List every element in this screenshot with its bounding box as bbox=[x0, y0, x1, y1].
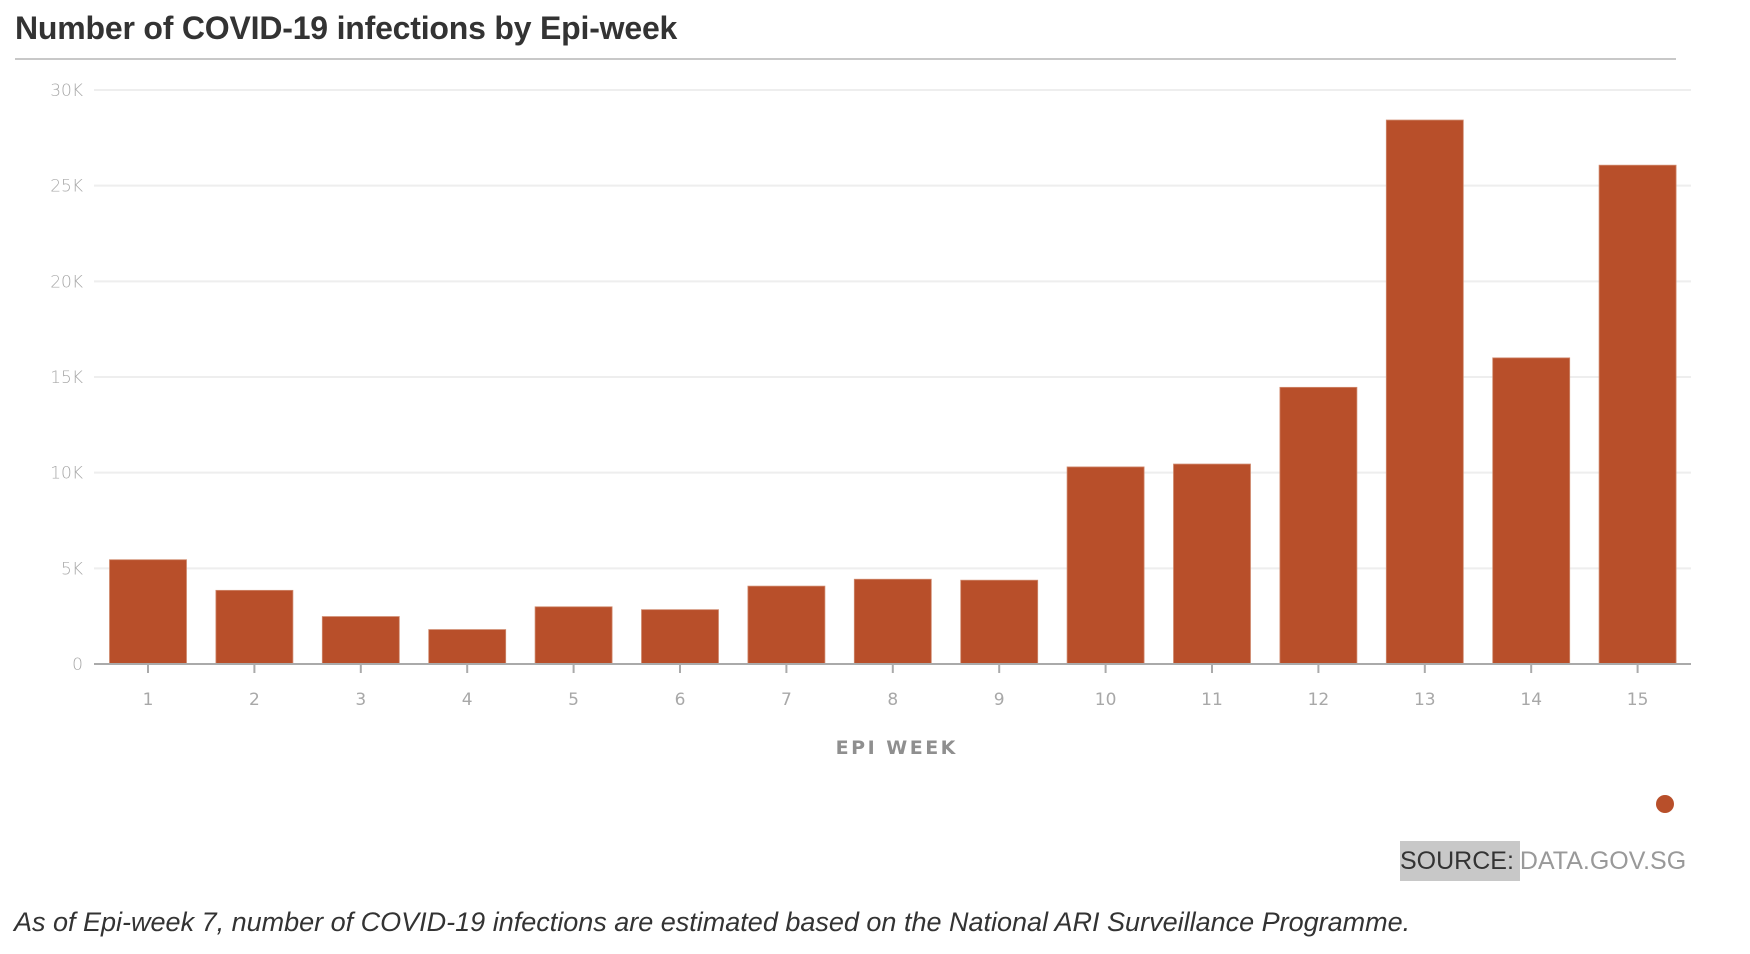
x-tick-label: 14 bbox=[1520, 690, 1542, 710]
y-tick-label: 30K bbox=[50, 81, 83, 101]
source-label: SOURCE: bbox=[1400, 841, 1520, 881]
bar bbox=[428, 629, 507, 665]
bar bbox=[109, 559, 187, 665]
x-tick-label: 8 bbox=[887, 690, 898, 710]
x-axis-label: EPI WEEK bbox=[836, 737, 958, 759]
x-tick-label: 10 bbox=[1095, 690, 1117, 710]
x-tick-label: 6 bbox=[675, 690, 686, 710]
source-credit: SOURCE: DATA.GOV.SG bbox=[1400, 841, 1686, 881]
bar bbox=[1066, 466, 1145, 665]
footnote: As of Epi-week 7, number of COVID-19 inf… bbox=[14, 907, 1411, 937]
y-tick-label: 0 bbox=[72, 655, 83, 675]
y-tick-label: 10K bbox=[50, 464, 83, 484]
chart-title: Number of COVID-19 infections by Epi-wee… bbox=[15, 10, 678, 46]
bars bbox=[109, 119, 1677, 665]
x-tick-label: 1 bbox=[143, 690, 154, 710]
title-divider bbox=[15, 58, 1676, 60]
y-tick-label: 25K bbox=[50, 177, 83, 197]
x-tick-label: 7 bbox=[781, 690, 792, 710]
x-tick-label: 9 bbox=[994, 690, 1005, 710]
x-tick-label: 11 bbox=[1201, 690, 1223, 710]
y-tick-label: 15K bbox=[50, 368, 83, 388]
source-value[interactable]: DATA.GOV.SG bbox=[1519, 847, 1687, 875]
bar bbox=[1279, 386, 1358, 665]
x-tick-label: 12 bbox=[1308, 690, 1330, 710]
bar bbox=[641, 609, 719, 665]
legend-dot-icon[interactable] bbox=[1656, 795, 1674, 813]
x-tick-label: 3 bbox=[355, 690, 366, 710]
y-axis-ticks: 0 5K 10K 15K 20K 25K 30K bbox=[50, 81, 83, 675]
bar bbox=[215, 589, 294, 665]
bar bbox=[1492, 357, 1571, 665]
y-tick-label: 5K bbox=[61, 559, 83, 579]
bar bbox=[321, 616, 400, 665]
bar bbox=[1598, 164, 1677, 665]
bar bbox=[534, 606, 613, 665]
bar bbox=[853, 578, 932, 665]
x-tick-label: 5 bbox=[568, 690, 579, 710]
bar bbox=[1385, 119, 1464, 665]
x-tick-label: 4 bbox=[462, 690, 473, 710]
x-tick-label: 2 bbox=[249, 690, 260, 710]
bar bbox=[1173, 463, 1251, 665]
bar bbox=[960, 579, 1039, 665]
x-tick-label: 13 bbox=[1414, 690, 1436, 710]
x-axis-ticks: 1 2 3 4 5 6 7 8 9 10 11 12 13 14 15 bbox=[143, 664, 1649, 710]
x-tick-label: 15 bbox=[1627, 690, 1649, 710]
y-tick-label: 20K bbox=[50, 272, 83, 292]
bar bbox=[747, 585, 826, 665]
